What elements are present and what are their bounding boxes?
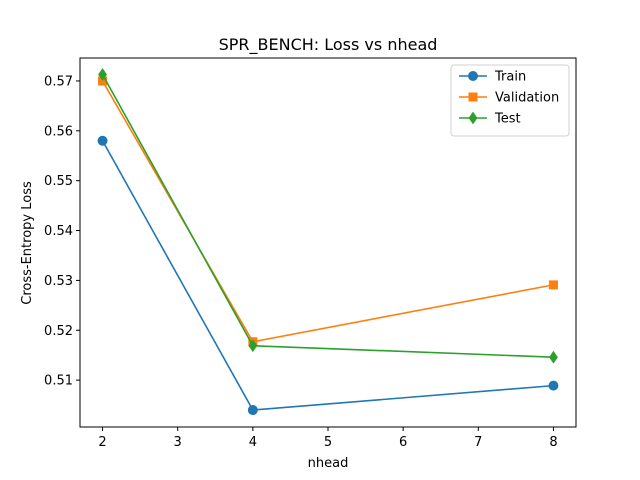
data-point-train <box>247 405 258 416</box>
x-tick-label: 3 <box>174 435 182 450</box>
data-point-test <box>549 350 558 364</box>
x-tick-label: 8 <box>549 435 557 450</box>
y-tick-label: 0.53 <box>44 274 73 289</box>
legend-marker-test <box>468 111 478 125</box>
x-tick-label: 4 <box>249 435 257 450</box>
y-tick-label: 0.55 <box>44 174 73 189</box>
x-axis-label: nhead <box>308 456 349 471</box>
y-tick-label: 0.56 <box>44 124 73 139</box>
data-point-train <box>548 380 559 391</box>
legend-label-test: Test <box>494 112 521 127</box>
data-point-test <box>98 68 107 81</box>
data-point-train <box>97 135 108 146</box>
x-tick-label: 6 <box>399 435 407 450</box>
chart-title: SPR_BENCH: Loss vs nhead <box>219 35 438 55</box>
legend-marker-validation <box>468 92 478 102</box>
plot-area: 2 3 4 5 6 7 8 0.51 0.52 0.53 0.54 0.55 0.56 0.57 <box>44 57 577 450</box>
x-tick-label: 5 <box>324 435 332 450</box>
y-tick-label: 0.51 <box>44 374 73 389</box>
series-line-train <box>101 140 554 411</box>
data-point-validation <box>548 280 558 290</box>
legend-label-train: Train <box>494 70 526 85</box>
legend-marker-train <box>468 71 478 81</box>
y-tick-label: 0.57 <box>44 74 73 89</box>
data-point-test <box>248 339 258 353</box>
legend-label-validation: Validation <box>495 91 559 106</box>
legend: Train Validation Test <box>450 64 570 137</box>
x-tick-label: 7 <box>474 435 482 450</box>
y-tick-label: 0.52 <box>44 324 73 339</box>
y-tick-label: 0.54 <box>44 224 73 239</box>
x-tick-label: 2 <box>98 435 106 450</box>
y-axis-label: Cross-Entropy Loss <box>20 181 35 305</box>
